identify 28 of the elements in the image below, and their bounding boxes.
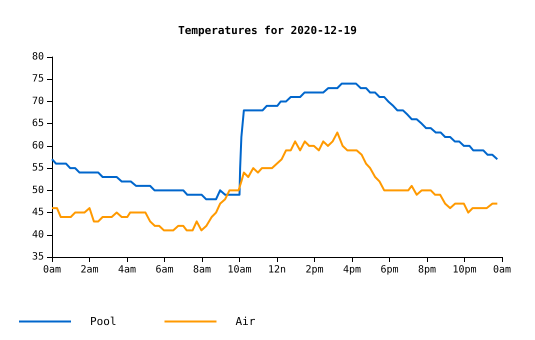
y-tick-label: 70 <box>32 96 44 107</box>
y-tick-label: 55 <box>32 162 44 174</box>
x-tick-label: 8am <box>192 264 212 276</box>
x-tick-label: 8pm <box>418 264 436 276</box>
y-tick-label: 35 <box>32 252 44 262</box>
y-tick-label: 60 <box>32 140 44 152</box>
y-tick-label: 45 <box>32 207 44 218</box>
x-tick-label: 2am <box>80 264 99 276</box>
legend-label: Air <box>235 315 256 328</box>
y-tick-label: 65 <box>32 118 44 130</box>
x-tick-label: 10am <box>227 264 252 276</box>
chart-title: Temperatures for 2020-12-19 <box>178 24 357 37</box>
y-tick-label: 40 <box>32 229 44 240</box>
x-tick-label: 10pm <box>452 264 477 276</box>
line-series <box>51 82 498 200</box>
x-tick-label: 4am <box>118 264 136 276</box>
y-tick-label: 80 <box>32 52 44 62</box>
y-tick-label: 75 <box>32 74 44 85</box>
x-tick-label: 6am <box>155 264 174 276</box>
x-tick-label: 6pm <box>380 264 399 276</box>
y-tick-label: 50 <box>32 184 44 196</box>
x-tick-label: 2pm <box>305 264 324 276</box>
x-tick-label: 0am <box>492 264 512 276</box>
x-tick-label: 4pm <box>342 264 362 276</box>
line-series <box>51 132 498 232</box>
legend-label: Pool <box>90 315 116 328</box>
x-tick-label: 12n <box>268 264 286 276</box>
x-tick-label: 0am <box>42 264 62 276</box>
